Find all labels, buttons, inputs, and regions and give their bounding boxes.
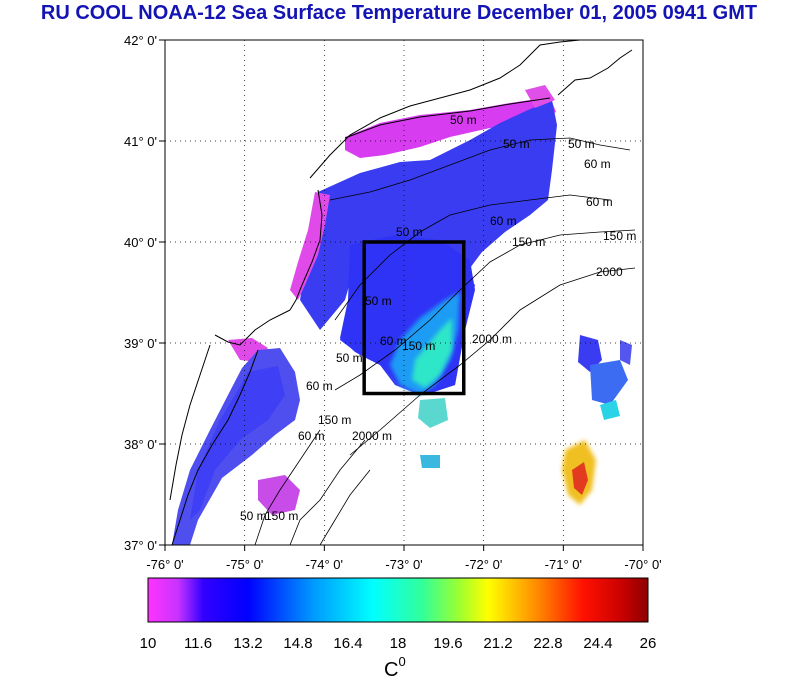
coastline-long-island (344, 97, 551, 139)
contour-label: 2000 m (352, 429, 392, 443)
sst-patch-warm-eddy-core (572, 462, 588, 495)
contour-label: 50 m (365, 294, 392, 308)
contour-label: 150 m (318, 413, 351, 427)
sst-patch-long-island (345, 97, 556, 158)
colorbar-ticks: 10 11.6 13.2 14.8 16.4 18 19.6 21.2 22.8 24.4 26 (140, 635, 657, 652)
lon-tick-label: -75° 0' (226, 557, 263, 572)
coastline-new-england (309, 40, 581, 179)
lat-tick-label: 42° 0' (124, 33, 157, 48)
contour-labels: 50 m 50 m 50 m 60 m 60 m 60 m 150 m 150 … (240, 113, 636, 523)
contour-label: 60 m (584, 157, 611, 171)
colorbar-tick-label: 11.6 (184, 635, 212, 652)
lon-tick-label: -71° 0' (545, 557, 582, 572)
colorbar-tick-label: 16.4 (333, 635, 362, 652)
sst-patch-east-1 (578, 335, 602, 372)
contour-label: 60 m (586, 195, 613, 209)
bathymetry-contours (254, 137, 636, 545)
sst-patch-south-1 (418, 398, 448, 428)
coastline-delmarva (171, 349, 259, 545)
contour-50m (329, 137, 631, 201)
colorbar-unit-text: C (384, 659, 398, 680)
contour-south-150 (289, 439, 366, 545)
contour-label: 50 m (503, 137, 530, 151)
contour-label: 60 m (490, 214, 517, 228)
sst-patch-delmarva-inner (190, 366, 285, 520)
coastline-nj (289, 189, 323, 311)
sst-patch-chesapeake (258, 475, 300, 515)
colorbar-tick-label: 24.4 (583, 635, 612, 652)
coastline-cape-cod (557, 49, 633, 96)
sst-patch-east-2 (590, 360, 628, 405)
map-title: RU COOL NOAA-12 Sea Surface Temperature … (40, 2, 758, 24)
contour-label: 50 m (568, 137, 595, 151)
contour-label: 60 m (380, 334, 407, 348)
graticule (165, 40, 643, 545)
coastline-delaware-bay (214, 309, 291, 346)
colorbar-tick-label: 13.2 (233, 635, 262, 652)
contour-2000m (349, 267, 636, 456)
contour-label: 2000 (596, 265, 623, 279)
contour-label: 150 m (512, 235, 545, 249)
contour-label: 2000 m (472, 332, 512, 346)
lon-tick-label: -72° 0' (465, 557, 502, 572)
contour-label: 150 m (402, 339, 435, 353)
sst-patch-south-2 (420, 455, 440, 468)
colorbar-tick-label: 10 (140, 635, 157, 652)
sst-patch-nj-coast (290, 192, 330, 300)
lon-tick-label: -73° 0' (385, 557, 422, 572)
colorbar (147, 577, 649, 623)
lat-tick-label: 37° 0' (124, 538, 157, 553)
sst-patch-south-3 (600, 400, 620, 420)
colorbar-unit-sup: 0 (398, 654, 405, 669)
map-axes: -76° 0' -75° 0' -74° 0' -73° 0' -72° 0' -71° … (124, 33, 662, 572)
contour-south-60 (254, 429, 321, 545)
contour-label: 60 m (306, 379, 333, 393)
contour-label: 150 m (603, 229, 636, 243)
colorbar-tick-label: 18 (390, 635, 407, 652)
study-region-box (362, 240, 466, 396)
contour-label: 60 m (298, 429, 325, 443)
contour-label: 50 m (336, 351, 363, 365)
lat-tick-label: 41° 0' (124, 134, 157, 149)
contour-south-2000 (319, 469, 371, 545)
lat-tick-label: 39° 0' (124, 336, 157, 351)
colorbar-tick-label: 26 (640, 635, 657, 652)
lon-tick-label: -76° 0' (146, 557, 183, 572)
sst-patch-warm-core (412, 318, 452, 388)
contour-60m (334, 194, 611, 321)
lat-tick-label: 40° 0' (124, 235, 157, 250)
contour-150m (334, 229, 636, 391)
lat-tick-label: 38° 0' (124, 437, 157, 452)
colorbar-tick-label: 14.8 (283, 635, 312, 652)
sst-patch-east-3 (620, 340, 632, 365)
lon-tick-label: -74° 0' (306, 557, 343, 572)
sst-patch-north-ri (525, 85, 555, 108)
contour-label: 50 m (240, 509, 267, 523)
coastline-chesapeake (169, 344, 211, 501)
colorbar-unit: C0 (384, 654, 406, 680)
contour-label: 150 m (265, 509, 298, 523)
contour-label: 50 m (450, 113, 477, 127)
lon-tick-label: -70° 0' (624, 557, 661, 572)
colorbar-tick-label: 19.6 (433, 635, 462, 652)
coastline (169, 40, 633, 545)
colorbar-tick-label: 22.8 (533, 635, 562, 652)
contour-label: 50 m (396, 225, 423, 239)
colorbar-tick-label: 21.2 (483, 635, 512, 652)
